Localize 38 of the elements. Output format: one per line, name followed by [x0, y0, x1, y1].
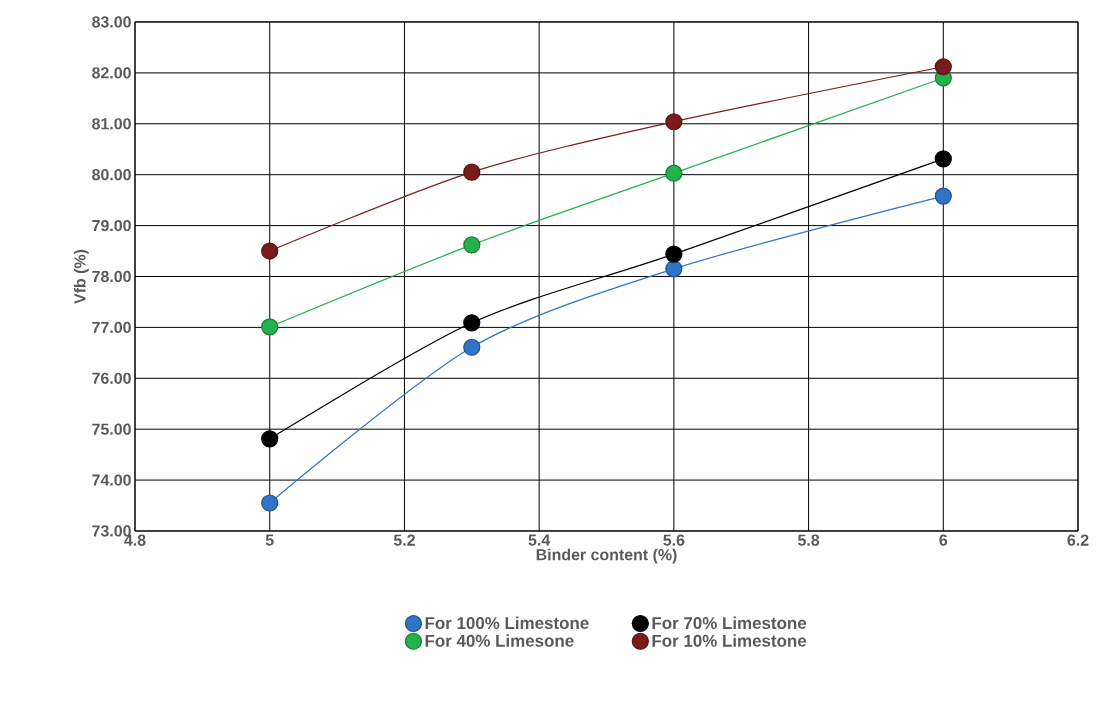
x-tick-label: 5.4: [528, 534, 551, 546]
point: [261, 318, 279, 336]
y-tick-label: 83.00: [92, 16, 131, 28]
y-tick-label: 82.00: [92, 67, 131, 79]
point: [665, 245, 683, 263]
legend-label: For 100% Limestone: [425, 616, 589, 630]
point: [261, 242, 279, 260]
x-axis-title: Binder content (%): [536, 548, 677, 564]
x-tick-label: 5.8: [797, 534, 820, 546]
y-tick-label: 78.00: [92, 270, 131, 283]
x-tick-label: 5.2: [393, 534, 415, 546]
point: [665, 113, 683, 131]
point: [463, 163, 481, 181]
y-axis-title: Vfb (%): [73, 249, 89, 304]
point: [463, 338, 481, 356]
point: [261, 494, 279, 512]
point: [934, 187, 952, 205]
x-tick-label: 6.2: [1067, 534, 1089, 546]
point: [934, 58, 952, 76]
x-tick-label: 6: [939, 534, 948, 546]
y-tick-label: 80.00: [92, 169, 131, 181]
y-tick-label: 74.00: [92, 474, 131, 486]
legend-label: For 10% Limestone: [652, 634, 807, 647]
legend-label: For 40% Limesone: [425, 634, 574, 647]
y-tick-label: 79.00: [92, 219, 131, 232]
point: [665, 260, 683, 278]
y-tick-label: 76.00: [92, 372, 131, 384]
point: [934, 150, 952, 168]
point: [463, 236, 481, 254]
y-tick-label: 77.00: [92, 321, 131, 334]
x-tick-label: 5: [265, 534, 274, 546]
y-tick-label: 81.00: [92, 118, 131, 130]
x-tick-label: 5.6: [663, 534, 685, 546]
legend-label: For 70% Limestone: [652, 616, 807, 630]
point: [463, 314, 481, 332]
point: [665, 164, 683, 182]
point: [261, 430, 279, 448]
y-tick-label: 75.00: [92, 423, 131, 435]
